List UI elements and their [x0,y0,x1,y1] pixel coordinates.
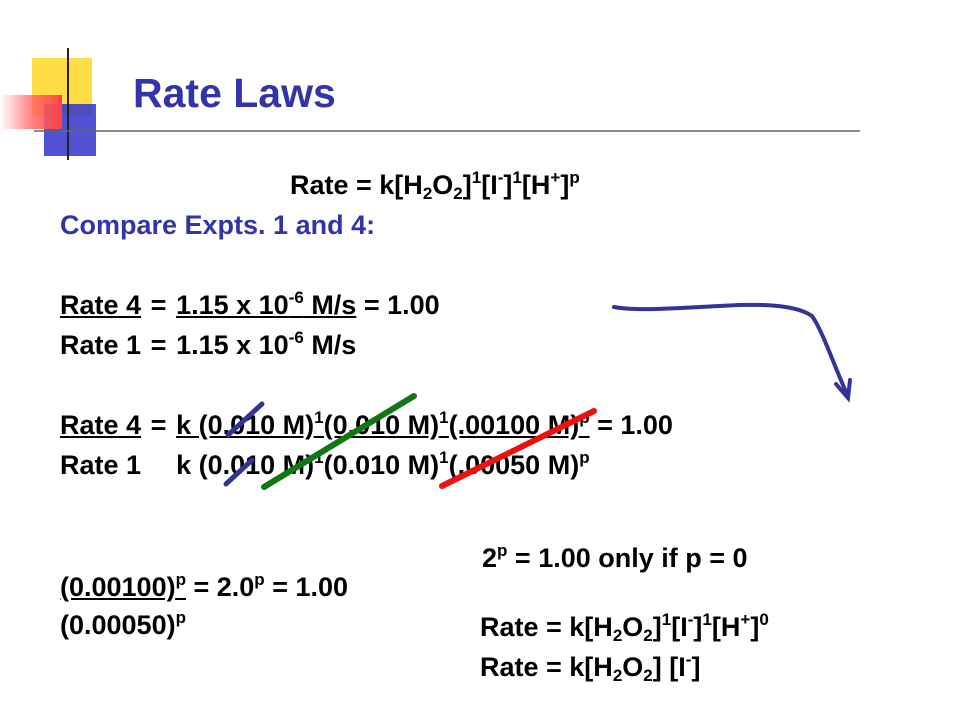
strike-k-bottom [223,457,255,487]
final-rate-law-1: Rate = k[H2O2]1[I-]1[H+]0 [480,610,769,645]
arrow-head-icon [834,378,852,403]
ratio1-denominator: Rate 1 = 1.15 x 10-6 M/s [60,328,357,360]
ratio2-numerator: Rate 4 = k (0.010 M)1(0.010 M)1(.00100 M… [60,408,673,440]
ratio2-denominator: Rate 1 k (0.010 M)1(0.010 M)1(.00050 M)p [60,448,590,480]
strike-red [439,408,597,489]
rate-law: Rate = k[H2O2]1[I-]1[H+]p [290,168,580,203]
slide-title: Rate Laws [133,70,336,116]
final-rate-law-2: Rate = k[H2O2] [I-] [480,650,701,685]
strike-k-top [225,401,265,438]
ratio3-numerator: (0.00100)p = 2.0p = 1.00 [60,570,349,602]
arrow-stroke [612,302,848,394]
ratio3-denominator: (0.00050)p [60,608,186,640]
strike-green [261,393,417,490]
compare-heading: Compare Expts. 1 and 4: [60,210,376,240]
deco-red-bar [0,95,62,129]
conclusion-line: 2p = 1.00 only if p = 0 [482,541,748,573]
ratio1-numerator: Rate 4 = 1.15 x 10-6 M/s = 1.00 [60,288,440,320]
